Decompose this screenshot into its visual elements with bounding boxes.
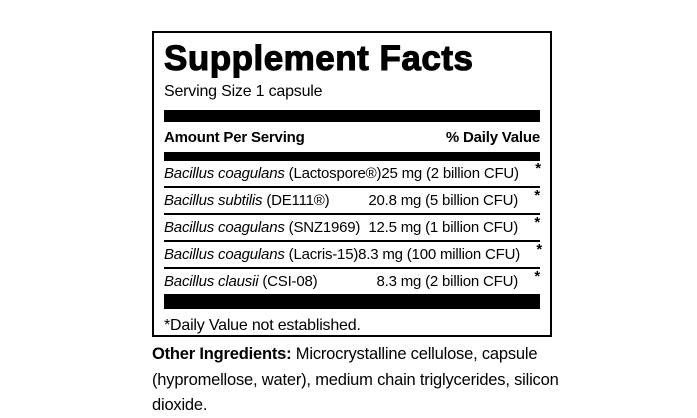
daily-value-asterisk: *: [534, 214, 540, 231]
ingredient-name: Bacillus coagulans (Lacris-15): [164, 246, 358, 263]
species-name: Bacillus coagulans: [164, 165, 285, 182]
ingredient-amount: 8.3 mg (100 million CFU): [358, 246, 521, 263]
strain-name: (Lactospore®): [288, 165, 382, 182]
ingredient-amount: 25 mg (2 billion CFU): [381, 165, 519, 182]
strain-name: (DE111®): [266, 192, 330, 209]
daily-value-asterisk: *: [536, 241, 543, 258]
ingredient-name: Bacillus coagulans (SNZ1969): [164, 219, 368, 236]
species-name: Bacillus coagulans: [164, 246, 285, 263]
column-header-row: Amount Per Serving % Daily Value: [164, 122, 540, 152]
other-ingredients-list: Microcrystalline cellulose, capsule (hyp…: [152, 345, 559, 415]
species-name: Bacillus clausii: [164, 273, 259, 290]
strain-name: (Lacris-15): [288, 246, 359, 263]
ingredient-row: Bacillus clausii (CSI-08) 8.3 mg (2 billi…: [164, 267, 540, 294]
amount-per-serving-header: Amount Per Serving: [164, 129, 305, 146]
other-ingredients-label: Other Ingredients:: [152, 345, 292, 363]
ingredient-amount: 20.8 mg (5 billion CFU): [368, 192, 518, 209]
ingredient-name: Bacillus subtilis (DE111®): [164, 192, 368, 209]
separator-bar-thick-bottom: [164, 294, 540, 309]
ingredient-amount: 8.3 mg (2 billion CFU): [376, 273, 519, 290]
species-name: Bacillus coagulans: [164, 219, 285, 236]
daily-value-header: % Daily Value: [445, 129, 540, 146]
ingredient-name: Bacillus clausii (CSI-08): [164, 273, 377, 290]
species-name: Bacillus subtilis: [164, 192, 263, 209]
strain-name: (CSI-08): [262, 273, 318, 290]
ingredient-row: Bacillus coagulans (Lactospore®) 25 mg (2…: [164, 160, 541, 186]
ingredient-amount: 12.5 mg (1 billion CFU): [368, 219, 518, 236]
separator-bar-thick-top: [164, 110, 540, 122]
serving-size: Serving Size 1 capsule: [164, 83, 323, 100]
daily-value-asterisk: *: [534, 187, 540, 204]
panel-title: Supplement Facts: [163, 39, 474, 78]
daily-value-footnote: *Daily Value not established.: [164, 317, 361, 334]
daily-value-asterisk: *: [534, 268, 540, 285]
ingredient-name: Bacillus coagulans (Lactospore®): [164, 165, 382, 182]
strain-name: (SNZ1969): [288, 219, 361, 236]
other-ingredients-text: Other Ingredients: Microcrystalline cell…: [152, 342, 576, 418]
supplement-facts-panel: Supplement Facts Serving Size 1 capsule …: [152, 31, 552, 337]
ingredient-row: Bacillus coagulans (Lacris-15) 8.3 mg (10…: [164, 240, 543, 267]
separator-bar-under-header: [164, 152, 540, 161]
daily-value-asterisk: *: [535, 160, 541, 177]
ingredient-row: Bacillus coagulans (SNZ1969) 12.5 mg (1 b…: [164, 213, 540, 240]
ingredient-row: Bacillus subtilis (DE111®) 20.8 mg (5 bil…: [164, 186, 540, 213]
